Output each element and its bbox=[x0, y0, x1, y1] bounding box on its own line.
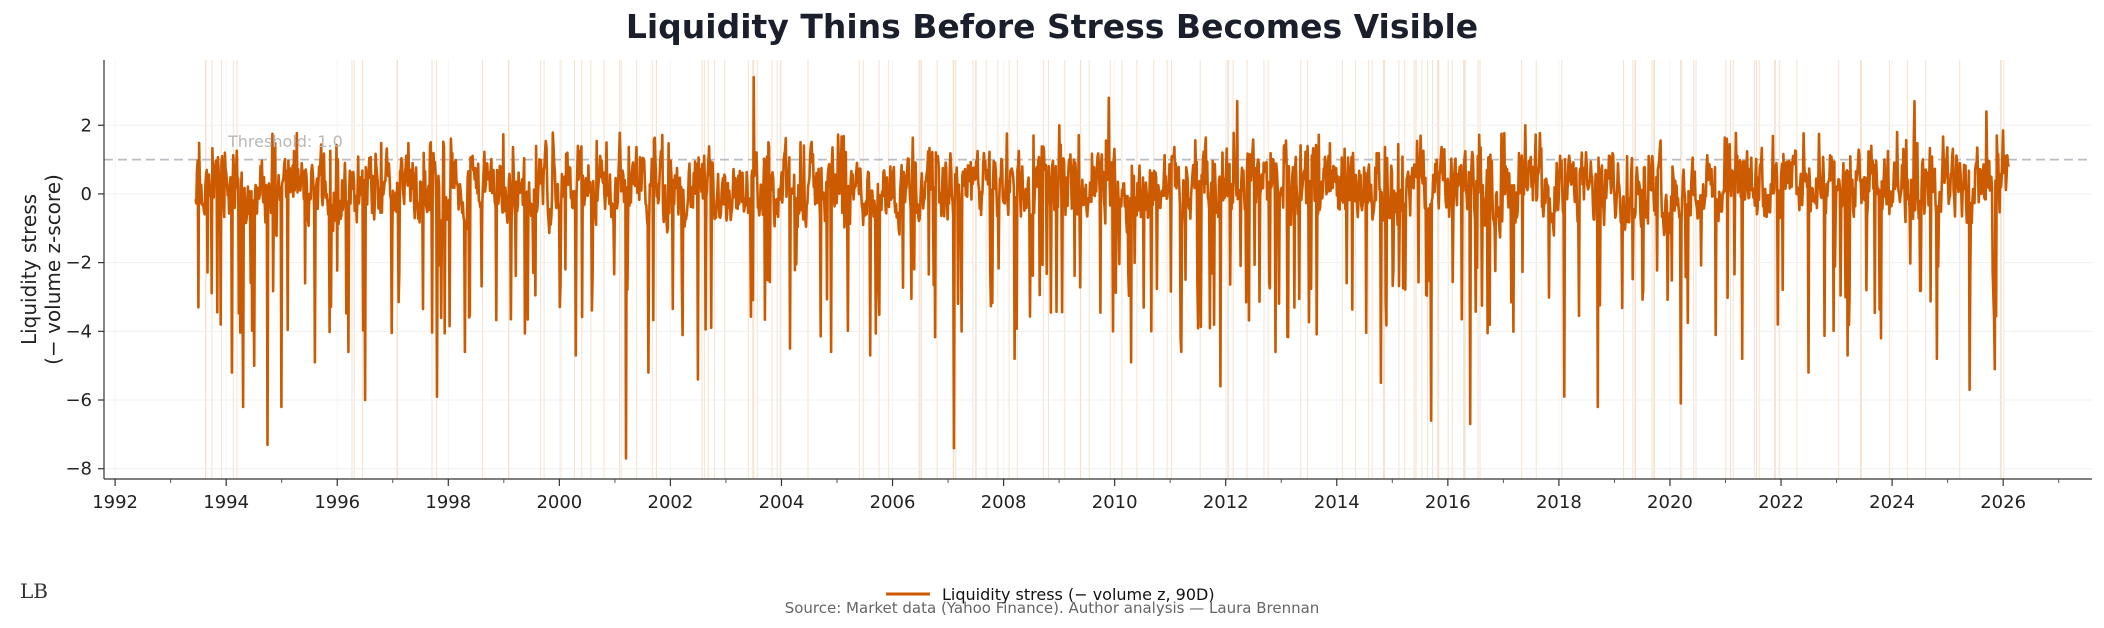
x-tick-label: 2000 bbox=[536, 492, 582, 513]
x-tick-label: 2004 bbox=[759, 492, 805, 513]
author-logo: LB bbox=[20, 579, 48, 603]
y-tick-label: −4 bbox=[65, 321, 92, 342]
x-tick-label: 2020 bbox=[1647, 492, 1693, 513]
y-tick-label: 0 bbox=[81, 184, 92, 205]
x-tick-label: 2022 bbox=[1758, 492, 1804, 513]
series-layer bbox=[104, 75, 2092, 460]
x-tick-label: 2006 bbox=[870, 492, 916, 513]
grid bbox=[104, 60, 2092, 479]
x-tick-label: 1996 bbox=[314, 492, 360, 513]
y-axis-label: Liquidity stress (− volume z-score) bbox=[17, 174, 65, 365]
legend-label: Liquidity stress (− volume z, 90D) bbox=[942, 585, 1215, 604]
threshold-label: Threshold: 1.0 bbox=[227, 132, 343, 151]
series-line-liquidity-stress bbox=[194, 75, 2010, 460]
y-axis-label-line: (− volume z-score) bbox=[41, 174, 65, 365]
x-tick-label: 2002 bbox=[648, 492, 694, 513]
y-tick-label: −6 bbox=[65, 390, 92, 411]
source-note: Source: Market data (Yahoo Finance). Aut… bbox=[785, 599, 1320, 617]
x-tick-label: 2012 bbox=[1203, 492, 1249, 513]
x-tick-label: 1992 bbox=[92, 492, 138, 513]
x-tick-label: 2010 bbox=[1092, 492, 1138, 513]
x-tick-label: 1998 bbox=[425, 492, 471, 513]
chart-title: Liquidity Thins Before Stress Becomes Vi… bbox=[626, 7, 1478, 46]
x-tick-label: 2014 bbox=[1314, 492, 1360, 513]
x-tick-label: 2008 bbox=[981, 492, 1027, 513]
x-tick-label: 2024 bbox=[1869, 492, 1915, 513]
x-tick-label: 2016 bbox=[1425, 492, 1471, 513]
x-tick-label: 1994 bbox=[203, 492, 249, 513]
legend: Liquidity stress (− volume z, 90D) bbox=[886, 585, 1215, 604]
x-tick-label: 2018 bbox=[1536, 492, 1582, 513]
y-axis-label-line: Liquidity stress bbox=[17, 194, 41, 345]
y-tick-label: 2 bbox=[81, 115, 92, 136]
y-tick-label: −8 bbox=[65, 459, 92, 480]
x-tick-label: 2026 bbox=[1980, 492, 2026, 513]
y-tick-label: −2 bbox=[65, 253, 92, 274]
